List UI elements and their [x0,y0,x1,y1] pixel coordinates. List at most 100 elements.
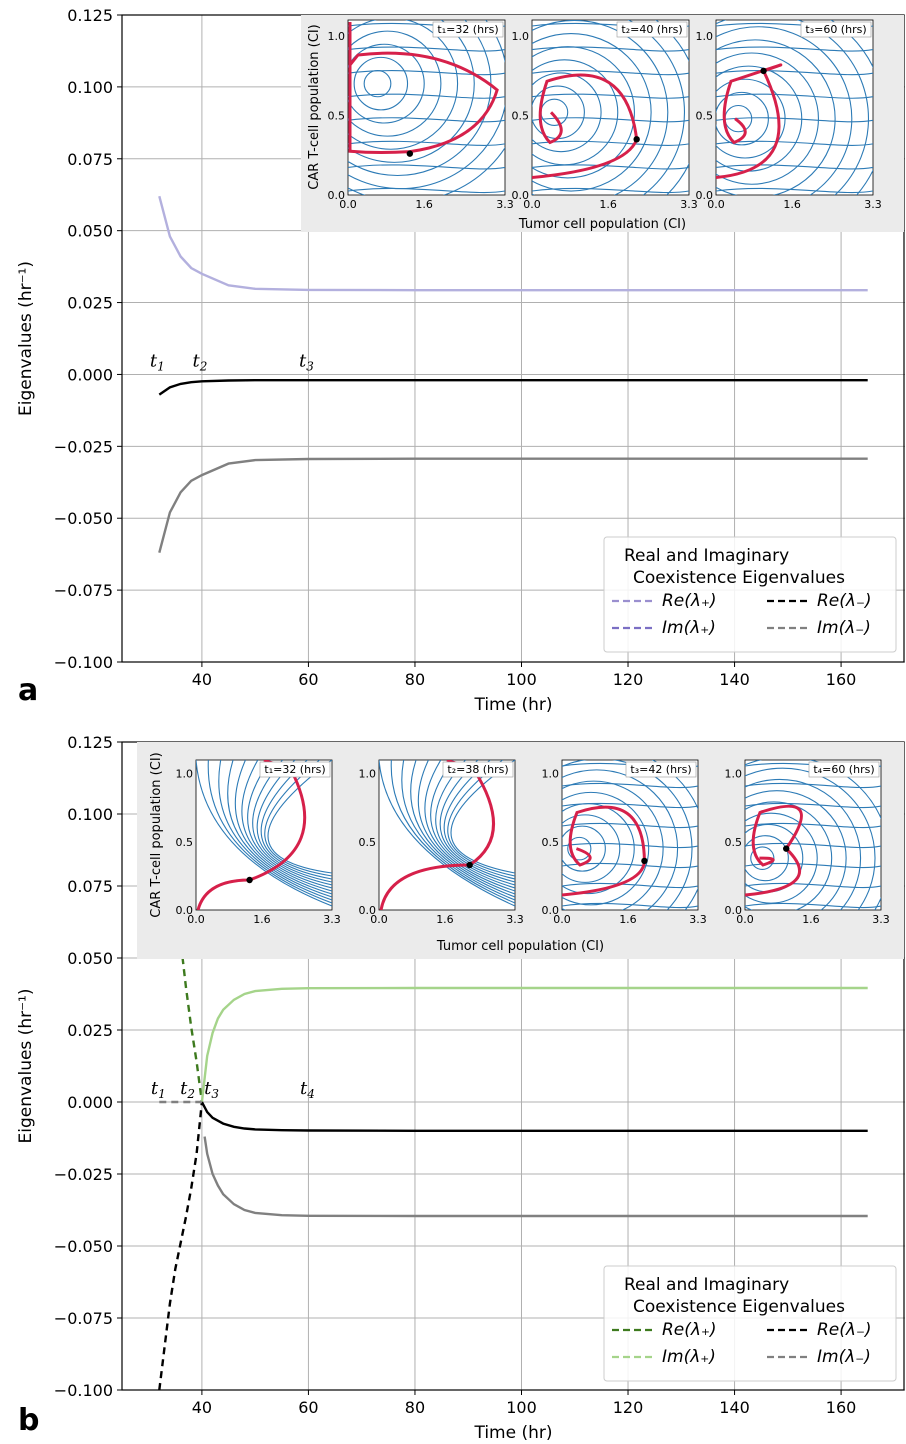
streamline [348,187,505,194]
streamline [562,842,698,849]
phase-portrait: t₁=32 (hrs) 0.0 1.6 3.3 0.0 0.5 1.0 [176,759,341,926]
inset-title: t₄=60 (hrs) [813,763,874,776]
inset-x-tick: 0.0 [187,913,205,926]
streamlines [196,760,332,907]
streamline [716,91,769,146]
streamline [430,760,515,889]
streamline [745,782,881,789]
inset-y-tick: 0.5 [725,836,743,849]
x-axis-label: Time (hr) [473,1423,552,1443]
y-axis-label: Eigenvalues (hr⁻¹) [16,988,36,1143]
streamline [207,760,332,904]
legend-title: Real and Imaginary [624,1275,789,1295]
inset-title-box [625,761,697,778]
inset-x-tick: 3.3 [872,913,890,926]
legend-label: Im(λ₋) [817,1347,871,1367]
time-marker: t4 [300,1078,315,1101]
streamline [562,902,698,909]
streamline [716,20,869,195]
streamline [745,802,881,809]
legend-title: Coexistence Eigenvalues [633,568,845,588]
inset-title-box [259,761,331,778]
inset-y-tick: 0.5 [696,109,714,122]
inset-y-tick: 0.0 [359,904,377,917]
x-axis-label: Time (hr) [473,695,552,715]
streamline [532,20,669,195]
x-tick-label: 100 [506,1398,537,1417]
streamline [627,20,685,195]
inset-x-tick: 0.0 [339,198,357,211]
inset-x-tick: 0.0 [523,198,541,211]
inset-x-tick: 0.0 [553,913,571,926]
x-tick-label: 60 [298,670,318,689]
legend-label: Re(λ₋) [817,591,872,611]
phase-portrait: t₂=38 (hrs) 0.0 1.6 3.3 0.0 0.5 1.0 [359,759,524,926]
streamline [450,760,515,874]
time-marker: t3 [204,1078,219,1101]
streamline [390,760,515,904]
inset-y-label: CAR T-cell population (CI) [307,24,322,189]
streamlines [562,760,698,910]
streamline [435,760,515,886]
inset-y-tick: 0.0 [696,189,714,202]
streamline [745,767,876,910]
streamline [562,882,698,889]
inset-group: CAR T-cell population (CI) Tumor cell pop… [301,15,904,232]
time-marker: t2 [180,1078,195,1101]
legend-title: Coexistence Eigenvalues [633,1297,845,1317]
inset-y-tick: 0.5 [512,109,530,122]
y-axis-label: Eigenvalues (hr⁻¹) [16,261,36,416]
streamline [745,835,789,882]
panel-letter: b [18,1403,39,1438]
streamline [348,117,505,123]
streamline [218,760,332,901]
x-tick-label: 40 [192,1398,212,1417]
y-tick-label: 0.025 [67,1021,113,1040]
streamline [196,760,332,907]
y-tick-label: 0.000 [67,365,113,384]
inset-title: t₂=40 (hrs) [621,23,682,36]
x-tick-label: 120 [613,1398,644,1417]
orbit-trajectory [348,22,499,155]
streamline [745,790,847,910]
inset-x-tick: 3.3 [680,198,698,211]
y-tick-label: −0.100 [54,1381,113,1400]
x-tick-label: 140 [719,670,750,689]
phase-plot-area [378,759,516,911]
streamline [532,72,602,153]
streamline [348,140,505,146]
streamline [716,52,819,185]
streamline [532,70,689,76]
inset-x-tick: 1.6 [599,198,617,211]
panel-letter: a [18,673,38,708]
phase-portrait: t₄=60 (hrs) 0.0 1.6 3.3 0.0 0.5 1.0 [725,759,890,926]
streamline [716,39,836,195]
legend-box [603,1265,897,1382]
phase-portrait: t₂=40 (hrs) 0.0 1.6 3.3 0.0 0.5 1.0 [512,19,698,211]
streamline [562,782,698,789]
inset-x-tick: 3.3 [506,913,524,926]
inset-y-tick: 1.0 [176,768,194,781]
inset-y-tick: 0.5 [542,836,560,849]
inset-y-tick: 0.0 [542,904,560,917]
inset-title-box [432,21,504,38]
streamline [348,20,459,150]
time-marker: t1 [150,350,165,373]
streamlines [379,760,515,907]
inset-x-tick: 3.3 [689,913,707,926]
streamline [353,56,409,111]
inset-x-tick: 3.3 [864,198,882,211]
inset-y-tick: 1.0 [512,30,530,43]
streamline [424,760,515,892]
streamline [716,187,873,194]
legend-label: Re(λ₊) [662,1320,717,1340]
legend-label: Im(λ₋) [817,618,871,638]
streamline [562,814,621,883]
y-tick-label: −0.075 [54,1309,113,1328]
inset-y-tick: 1.0 [359,768,377,781]
streamline [745,902,881,909]
y-tick-label: 0.125 [67,733,113,752]
streamline [532,187,689,194]
